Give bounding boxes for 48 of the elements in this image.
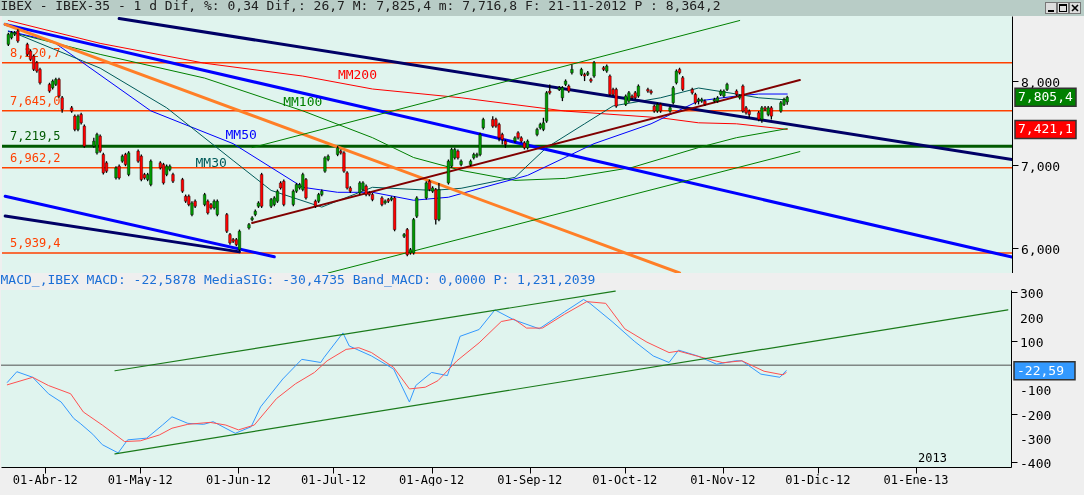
candlestick: [127, 150, 131, 177]
y-tick-label: 6,000: [1021, 241, 1061, 257]
candlestick: [82, 123, 86, 149]
candlestick: [225, 212, 229, 234]
candlestick: [98, 133, 102, 154]
candlestick: [415, 195, 419, 219]
y-tick-label: -100: [1020, 383, 1052, 399]
x-tick-label: 01-Sep-12: [497, 473, 563, 487]
candlestick: [570, 63, 574, 76]
series-label: MM200: [337, 67, 378, 83]
x-tick-label: 01-Dic-12: [785, 473, 851, 487]
y-tick-label: -400: [1020, 456, 1052, 472]
x-tick-label: 01-Ene-13: [883, 473, 949, 487]
candlestick: [139, 153, 143, 182]
candlestick: [671, 85, 675, 106]
x-tick-label: 01-Nov-12: [690, 473, 756, 487]
chart-title: IBEX - IBEX-35 - 1 d Dif, %: 0,34 Dif,: 26,7 M: 7,825,4 m: 7,716,8 F: 21-11-2012 P : 8,364,2: [0, 0, 721, 13]
text: 7,421,1: [1018, 121, 1073, 137]
candlestick: [304, 177, 308, 201]
ref-line-label: 5,939,4: [10, 236, 61, 251]
y-tick-label: 300: [1020, 286, 1044, 302]
x-tick-label: 01-Jul-12: [300, 473, 366, 487]
series-label: MM50: [225, 126, 257, 142]
x-tick-label: 01-May-12: [107, 473, 173, 487]
ref-line-label: 7,219,5: [10, 129, 61, 144]
y-tick-label: -300: [1020, 431, 1052, 447]
chart-title: MACD_,IBEX MACD: -22,5878 MediaSIG: -30,4735 Band_MACD: 0,0000 P: 1,231,2039: [0, 272, 596, 288]
series-label: MM30: [195, 154, 227, 170]
candlestick: [101, 152, 105, 176]
ref-line-label: 6,962,2: [10, 150, 61, 165]
x-tick-label: 01-Abr-12: [12, 473, 78, 487]
x-tick-label: 01-Ago-12: [399, 473, 465, 487]
ref-line-label: 7,645,0: [10, 93, 61, 108]
line-series: [7, 20, 788, 130]
y-tick-label: 7,000: [1021, 158, 1061, 174]
candlestick: [282, 178, 286, 207]
annotation: 2013: [918, 451, 947, 465]
x-tick-label: 01-Jun-12: [205, 473, 271, 487]
y-tick-label: 200: [1020, 310, 1044, 326]
y-tick-label: -200: [1020, 407, 1052, 423]
text: -22,59: [1017, 362, 1064, 378]
text: 7,805,4: [1018, 89, 1073, 105]
candlestick: [497, 122, 501, 142]
series-label: MM100: [283, 93, 323, 109]
candlestick: [424, 180, 428, 201]
y-tick-label: 8,000: [1021, 75, 1061, 91]
x-tick-label: 01-Oct-12: [592, 473, 658, 487]
y-tick-label: 100: [1020, 334, 1044, 350]
